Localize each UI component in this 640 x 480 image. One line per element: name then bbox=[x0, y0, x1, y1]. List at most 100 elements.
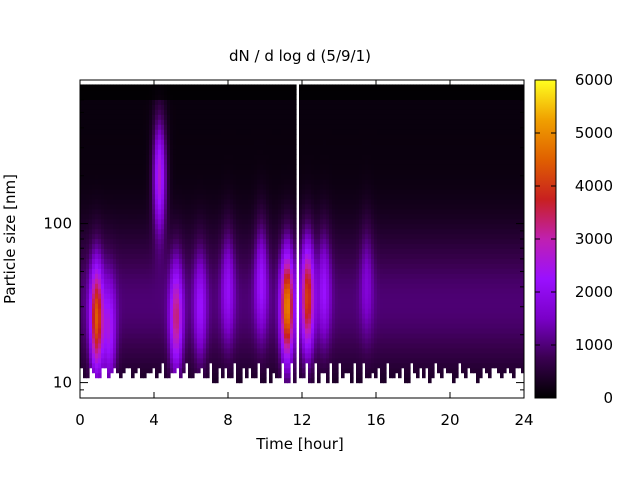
heatmap-cell bbox=[215, 134, 219, 140]
heatmap-cell bbox=[236, 263, 240, 269]
heatmap-cell bbox=[239, 303, 243, 309]
heatmap-cell bbox=[101, 327, 105, 334]
heatmap-cell bbox=[230, 173, 234, 180]
heatmap-cell bbox=[188, 342, 192, 349]
heatmap-cell bbox=[140, 168, 144, 175]
heatmap-cell bbox=[269, 332, 273, 339]
heatmap-cell bbox=[263, 134, 267, 140]
heatmap-cell bbox=[185, 99, 189, 105]
heatmap-cell bbox=[293, 372, 297, 379]
heatmap-cell bbox=[230, 268, 234, 274]
heatmap-cell bbox=[323, 154, 327, 160]
heatmap-cell bbox=[278, 193, 282, 200]
heatmap-cell bbox=[293, 253, 297, 259]
heatmap-cell bbox=[317, 233, 321, 240]
heatmap-cell bbox=[164, 268, 168, 274]
heatmap-cell bbox=[80, 362, 84, 369]
heatmap-cell bbox=[143, 293, 147, 299]
heatmap-cell bbox=[236, 258, 240, 264]
heatmap-cell bbox=[176, 203, 180, 210]
heatmap-cell bbox=[131, 357, 135, 364]
heatmap-cell bbox=[230, 223, 234, 230]
heatmap-cell bbox=[203, 109, 207, 115]
heatmap-cell bbox=[239, 248, 243, 254]
heatmap-cell bbox=[167, 193, 171, 200]
heatmap-cell bbox=[305, 308, 309, 314]
heatmap-cell bbox=[89, 253, 93, 259]
heatmap-cell bbox=[164, 99, 168, 105]
heatmap-cell bbox=[92, 168, 96, 175]
heatmap-cell bbox=[275, 124, 279, 130]
heatmap-cell bbox=[158, 327, 162, 334]
heatmap-cell bbox=[320, 283, 324, 289]
heatmap-cell bbox=[80, 144, 84, 150]
heatmap-cell bbox=[188, 327, 192, 334]
heatmap-cell bbox=[98, 318, 102, 324]
heatmap-cell bbox=[188, 352, 192, 359]
heatmap-cell bbox=[221, 367, 225, 374]
heatmap-cell bbox=[230, 337, 234, 344]
heatmap-cell bbox=[119, 99, 123, 105]
heatmap-cell bbox=[212, 258, 216, 264]
heatmap-cell bbox=[131, 318, 135, 324]
heatmap-cell bbox=[131, 293, 135, 299]
heatmap-cell bbox=[125, 268, 129, 274]
heatmap-cell bbox=[131, 134, 135, 140]
heatmap-cell bbox=[323, 208, 327, 215]
heatmap-cell bbox=[314, 208, 318, 215]
heatmap-cell bbox=[269, 193, 273, 200]
heatmap-cell bbox=[281, 193, 285, 200]
heatmap-cell bbox=[194, 288, 198, 294]
heatmap-cell bbox=[116, 124, 120, 130]
heatmap-cell bbox=[224, 168, 228, 175]
heatmap-cell bbox=[281, 134, 285, 140]
heatmap-cell bbox=[275, 89, 279, 95]
heatmap-cell bbox=[335, 89, 339, 95]
heatmap-cell bbox=[185, 213, 189, 220]
heatmap-cell bbox=[89, 332, 93, 339]
heatmap-cell bbox=[281, 352, 285, 359]
heatmap-cell bbox=[260, 178, 264, 185]
heatmap-cell bbox=[149, 337, 153, 344]
heatmap-cell bbox=[239, 109, 243, 115]
heatmap-cell bbox=[110, 243, 114, 250]
heatmap-cell bbox=[236, 158, 240, 165]
heatmap-cell bbox=[86, 342, 90, 349]
heatmap-cell bbox=[104, 178, 108, 185]
heatmap-cell bbox=[161, 223, 165, 230]
heatmap-cell bbox=[182, 139, 186, 145]
heatmap-cell bbox=[320, 109, 324, 115]
heatmap-cell bbox=[176, 258, 180, 264]
heatmap-cell bbox=[263, 303, 267, 309]
heatmap-cell bbox=[83, 163, 87, 170]
heatmap-cell bbox=[323, 352, 327, 359]
heatmap-cell bbox=[209, 203, 213, 210]
heatmap-cell bbox=[311, 198, 315, 205]
heatmap-cell bbox=[110, 238, 114, 245]
heatmap-cell bbox=[95, 278, 99, 284]
heatmap-cell bbox=[305, 268, 309, 274]
heatmap-cell bbox=[218, 303, 222, 309]
heatmap-cell bbox=[245, 129, 249, 135]
heatmap-cell bbox=[287, 357, 291, 364]
heatmap-cell bbox=[266, 134, 270, 140]
heatmap-cell bbox=[266, 288, 270, 294]
heatmap-cell bbox=[128, 253, 132, 259]
heatmap-cell bbox=[224, 139, 228, 145]
heatmap-cell bbox=[119, 313, 123, 319]
heatmap-cell bbox=[188, 273, 192, 279]
heatmap-cell bbox=[161, 233, 165, 240]
heatmap-cell bbox=[227, 332, 231, 339]
heatmap-cell bbox=[332, 208, 336, 215]
heatmap-cell bbox=[200, 104, 204, 110]
heatmap-cell bbox=[200, 268, 204, 274]
heatmap-cell bbox=[203, 94, 207, 100]
heatmap-cell bbox=[338, 193, 342, 200]
heatmap-cell bbox=[233, 238, 237, 245]
heatmap-cell bbox=[170, 99, 174, 105]
heatmap-cell bbox=[86, 303, 90, 309]
heatmap-cell bbox=[209, 318, 213, 324]
heatmap-cell bbox=[218, 99, 222, 105]
heatmap-cell bbox=[137, 313, 141, 319]
heatmap-cell bbox=[149, 203, 153, 210]
